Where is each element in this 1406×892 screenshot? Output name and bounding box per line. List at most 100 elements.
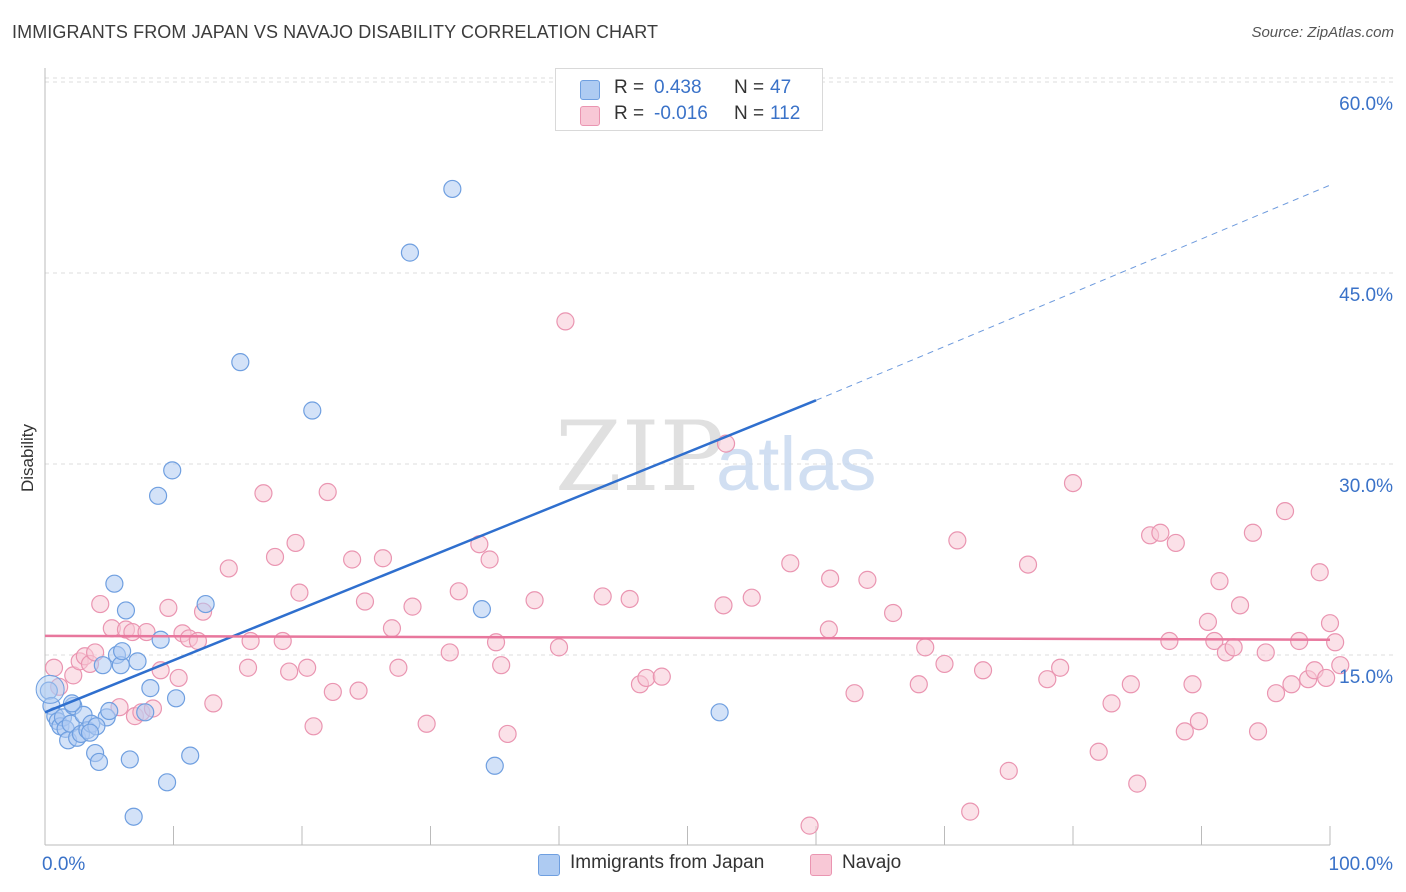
navajo-point-31 <box>286 533 305 553</box>
navajo-point-85 <box>1160 631 1179 651</box>
navajo-point-65 <box>821 569 840 588</box>
trend-lines <box>44 184 1331 714</box>
japan-point-28 <box>141 679 160 698</box>
japan-point-33 <box>166 689 186 708</box>
navajo-point-78 <box>1063 474 1083 493</box>
navajo-point-53 <box>549 638 569 657</box>
japan-point-16 <box>89 752 109 772</box>
axes <box>44 68 1331 846</box>
navajo-point-37 <box>343 550 362 569</box>
legend-label-navajo: Navajo <box>842 852 902 873</box>
japan-point-36 <box>231 353 250 372</box>
navajo-point-96 <box>1243 523 1263 542</box>
japan-point-24 <box>120 750 139 769</box>
navajo-point-26 <box>241 631 260 651</box>
navajo-point-67 <box>858 570 877 589</box>
navajo-point-110 <box>961 802 980 821</box>
navajo-point-66 <box>845 684 864 703</box>
navajo-point-7 <box>91 594 110 614</box>
x-tick-label-0: 0.0% <box>42 854 85 875</box>
legend-r-label-navajo: R = <box>614 103 645 124</box>
legend-n-label-navajo: N = <box>734 103 765 124</box>
y-tick-label-30: 30.0% <box>1339 476 1393 497</box>
japan-point-37 <box>303 401 322 420</box>
japan-point-34 <box>181 746 200 765</box>
navajo-point-34 <box>304 717 323 736</box>
navajo-point-80 <box>1102 694 1121 713</box>
navajo-point-75 <box>1018 555 1038 574</box>
navajo-point-70 <box>916 638 935 657</box>
navajo-point-56 <box>620 589 639 609</box>
japan-point-27 <box>136 703 155 722</box>
navajo-point-64 <box>819 620 838 639</box>
navajo-point-36 <box>323 682 342 702</box>
navajo-point-35 <box>318 482 337 502</box>
japan-point-17 <box>93 656 112 675</box>
japan-point-39 <box>443 179 462 199</box>
navajo-point-46 <box>449 582 468 601</box>
japan-point-29 <box>148 486 168 505</box>
japan-point-35 <box>196 594 215 614</box>
series-immigrants-from-japan <box>35 179 729 826</box>
trend-line-japan <box>44 399 817 714</box>
legend-swatch-japan <box>580 80 600 100</box>
japan-point-40 <box>472 600 491 619</box>
japan-point-32 <box>163 461 182 480</box>
japan-point-23 <box>116 601 136 620</box>
navajo-point-38 <box>349 681 368 700</box>
legend-r-value-japan: 0.438 <box>654 77 702 98</box>
navajo-point-77 <box>1051 658 1070 677</box>
legend-r-label-japan: R = <box>614 77 645 98</box>
navajo-point-58 <box>637 668 656 688</box>
chart-source: Source: ZipAtlas.com <box>1251 24 1394 41</box>
navajo-point-55 <box>593 587 612 606</box>
navajo-point-32 <box>290 583 309 602</box>
navajo-point-86 <box>1166 533 1185 553</box>
navajo-point-33 <box>298 658 317 677</box>
navajo-point-84 <box>1151 523 1170 542</box>
japan-point-42 <box>710 703 729 722</box>
japan-point-cluster <box>35 674 65 704</box>
navajo-point-25 <box>238 658 258 677</box>
navajo-point-72 <box>948 531 967 550</box>
navajo-point-73 <box>973 661 993 680</box>
navajo-point-68 <box>883 603 903 623</box>
navajo-point-94 <box>1224 638 1243 657</box>
watermark: ZIP atlas <box>555 401 877 513</box>
navajo-point-17 <box>159 598 178 617</box>
legend-swatch-navajo-bottom <box>810 854 832 876</box>
y-tick-labels: 15.0% 30.0% 45.0% 60.0% <box>1339 94 1393 688</box>
navajo-point-87 <box>1175 722 1194 741</box>
japan-point-26 <box>128 652 147 671</box>
correlation-legend: R = 0.438 N = 47 R = -0.016 N = 112 <box>555 68 823 131</box>
y-tick-label-15: 15.0% <box>1339 667 1393 688</box>
japan-point-31 <box>157 773 177 792</box>
navajo-point-74 <box>999 761 1018 780</box>
navajo-point-0 <box>44 658 64 677</box>
navajo-point-54 <box>556 312 575 331</box>
navajo-point-42 <box>389 658 408 677</box>
navajo-point-98 <box>1256 643 1275 662</box>
japan-point-30 <box>151 630 170 649</box>
legend-swatch-japan-bottom <box>538 854 560 876</box>
legend-label-japan: Immigrants from Japan <box>570 852 765 873</box>
navajo-point-23 <box>204 694 223 713</box>
navajo-point-108 <box>1326 633 1345 652</box>
navajo-point-43 <box>403 597 422 616</box>
navajo-point-71 <box>935 654 954 674</box>
navajo-point-79 <box>1089 742 1108 761</box>
navajo-point-76 <box>1038 670 1057 689</box>
japan-point-46 <box>80 723 100 742</box>
navajo-point-59 <box>714 596 733 615</box>
navajo-point-95 <box>1230 596 1250 615</box>
navajo-point-99 <box>1266 684 1286 703</box>
navajo-point-88 <box>1183 675 1202 694</box>
navajo-point-100 <box>1275 502 1295 521</box>
navajo-point-39 <box>355 592 375 611</box>
navajo-point-106 <box>1317 668 1336 688</box>
navajo-point-28 <box>265 547 285 567</box>
navajo-point-69 <box>909 675 928 694</box>
japan-point-25 <box>124 807 143 826</box>
trend-line-japan-extension <box>815 184 1331 401</box>
